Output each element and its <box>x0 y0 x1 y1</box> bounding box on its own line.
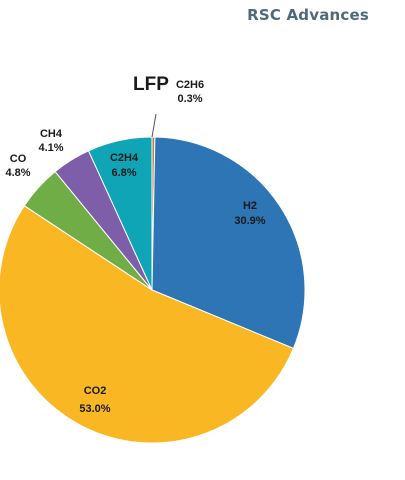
pie-slice-co2 <box>0 205 295 444</box>
slice-value-c2h4: 6.8% <box>111 167 136 179</box>
chart-title: LFP <box>133 74 169 95</box>
slice-value-ch4: 4.1% <box>38 142 63 154</box>
slice-label-c2h6: C2H6 <box>176 79 204 91</box>
pie-slices <box>0 136 306 444</box>
slice-label-h2: H2 <box>243 200 257 212</box>
slice-label-ch4: CH4 <box>40 128 63 140</box>
c2h6-leader-line <box>151 113 157 138</box>
pie-labels: C2H6 0.3% H2 30.9% CO2 53.0% CO 4.8% CH4 4.1% C2H4… <box>5 79 265 415</box>
slice-value-c2h6: 0.3% <box>177 93 202 105</box>
slice-label-co: CO <box>10 153 27 165</box>
slice-value-h2: 30.9% <box>234 215 265 227</box>
slice-value-co2: 53.0% <box>79 403 110 415</box>
slice-label-c2h4: C2H4 <box>110 152 139 164</box>
pie-slice-c2h4 <box>87 136 153 291</box>
slice-label-co2: CO2 <box>84 385 107 397</box>
pie-slice-h2 <box>151 136 306 350</box>
journal-name: RSC Advances <box>247 6 369 24</box>
slice-value-co: 4.8% <box>5 167 30 179</box>
